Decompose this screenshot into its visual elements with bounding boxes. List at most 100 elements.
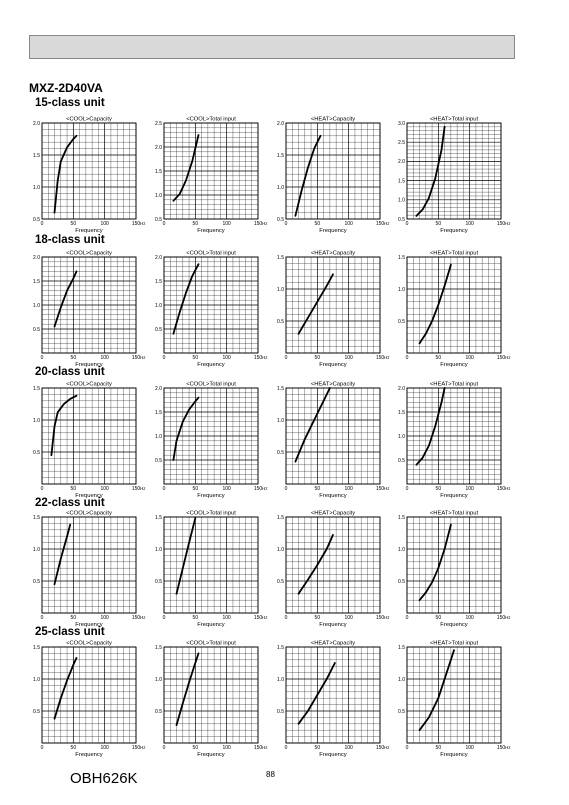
x-tick-label: 50 (436, 745, 442, 751)
x-tick-label: 50 (315, 486, 321, 492)
x-tick-label: 100 (222, 221, 231, 227)
x-tick-label: 0 (41, 486, 44, 492)
chart-title: <HEAT>Total input (430, 382, 479, 388)
x-unit-label: Hz (384, 745, 390, 750)
y-tick-label: 1.0 (277, 185, 284, 191)
x-tick-label: 150 (254, 745, 263, 751)
x-axis-label: Frequency (319, 752, 346, 758)
x-tick-label: 150 (132, 486, 141, 492)
plot-frame (163, 122, 259, 220)
y-tick-label: 2.0 (277, 121, 284, 127)
x-tick-label: 0 (163, 615, 166, 621)
y-tick-label: 1.0 (155, 303, 162, 309)
y-tick-label: 1.0 (33, 303, 40, 309)
chart-title: <HEAT>Capacity (311, 641, 355, 647)
x-tick-label: 50 (315, 355, 321, 361)
x-tick-label: 50 (193, 745, 199, 751)
y-tick-label: 1.0 (398, 677, 405, 683)
y-tick-label: 0.5 (33, 327, 40, 333)
y-tick-label: 1.5 (277, 386, 284, 392)
x-axis-label: Frequency (197, 622, 224, 628)
y-tick-label: 0.5 (155, 217, 162, 223)
x-tick-label: 0 (41, 745, 44, 751)
x-tick-label: 100 (100, 486, 109, 492)
x-tick-label: 150 (132, 745, 141, 751)
chart-20: <HEAT>Total input 0 50 100 150 Hz 0.5 1.0 1.5 Fre… (398, 641, 511, 759)
series-line (172, 396, 200, 461)
series-line (53, 134, 78, 214)
plot-frame (41, 256, 137, 354)
x-tick-label: 100 (222, 486, 231, 492)
x-tick-label: 100 (222, 615, 231, 621)
x-axis-label: Frequency (440, 362, 467, 368)
chart-title: <COOL>Capacity (66, 117, 112, 123)
x-tick-label: 150 (497, 615, 506, 621)
x-tick-label: 150 (254, 615, 263, 621)
x-axis-label: Frequency (440, 228, 467, 234)
y-tick-label: 2.5 (398, 140, 405, 146)
chart-title: <COOL>Capacity (66, 511, 112, 517)
x-axis-label: Frequency (197, 362, 224, 368)
series-line (294, 134, 322, 217)
y-tick-label: 0.5 (155, 458, 162, 464)
chart-10: <COOL>Total input 0 50 100 150 Hz 0.5 1.0 1.5 2.0… (155, 382, 268, 500)
page-number: 88 (266, 770, 275, 779)
x-tick-label: 100 (465, 615, 474, 621)
x-tick-label: 0 (163, 745, 166, 751)
x-unit-label: Hz (262, 221, 268, 226)
x-tick-label: 50 (71, 355, 77, 361)
x-tick-label: 0 (406, 745, 409, 751)
chart-18: <COOL>Total input 0 50 100 150 Hz 0.5 1.0 1.5 Fre… (155, 641, 268, 759)
plot-frame (163, 646, 259, 744)
x-unit-label: Hz (140, 486, 146, 491)
section-label-18-class: 18-class unit (35, 234, 105, 246)
series-line (418, 523, 452, 602)
y-tick-label: 1.5 (277, 645, 284, 651)
chart-title: <COOL>Total input (186, 511, 236, 517)
x-unit-label: Hz (262, 486, 268, 491)
x-tick-label: 150 (497, 221, 506, 227)
plot-frame (163, 387, 259, 485)
chart-7: <HEAT>Capacity 0 50 100 150 Hz 0.5 1.0 1.5 Freque… (277, 251, 390, 369)
section-label-25-class: 25-class unit (35, 626, 105, 638)
chart-11: <HEAT>Capacity 0 50 100 150 Hz 0.5 1.0 1.5 Freque… (277, 382, 390, 500)
x-tick-label: 150 (132, 615, 141, 621)
x-tick-label: 0 (406, 221, 409, 227)
y-tick-label: 1.0 (155, 547, 162, 553)
y-tick-label: 2.0 (33, 121, 40, 127)
chart-16: <HEAT>Total input 0 50 100 150 Hz 0.5 1.0 1.5 Fre… (398, 511, 511, 629)
y-tick-label: 1.5 (33, 153, 40, 159)
x-tick-label: 150 (132, 355, 141, 361)
plot-frame (406, 256, 502, 354)
series-line (53, 270, 78, 328)
x-tick-label: 0 (406, 615, 409, 621)
x-axis-label: Frequency (75, 228, 102, 234)
x-tick-label: 50 (71, 615, 77, 621)
series-line (415, 125, 446, 217)
y-tick-label: 0.5 (398, 319, 405, 325)
y-tick-label: 2.0 (398, 159, 405, 165)
y-tick-label: 1.5 (33, 515, 40, 521)
y-tick-label: 1.0 (33, 418, 40, 424)
x-tick-label: 100 (344, 745, 353, 751)
section-label-20-class: 20-class unit (35, 366, 105, 378)
chart-title: <HEAT>Capacity (311, 382, 355, 388)
x-tick-label: 150 (376, 355, 385, 361)
x-tick-label: 100 (465, 486, 474, 492)
x-tick-label: 50 (71, 745, 77, 751)
chart-12: <HEAT>Total input 0 50 100 150 Hz 0.5 1.0 1.5 2.0… (398, 382, 511, 500)
chart-title: <HEAT>Total input (430, 641, 479, 647)
chart-title: <COOL>Capacity (66, 251, 112, 257)
series-line (172, 263, 200, 335)
series-line (297, 534, 334, 595)
plot-frame (41, 516, 137, 614)
x-tick-label: 100 (222, 745, 231, 751)
chart-9: <COOL>Capacity 0 50 100 150 Hz 0.5 1.0 1.5 Freque… (33, 382, 146, 500)
x-unit-label: Hz (140, 355, 146, 360)
y-tick-label: 2.0 (398, 386, 405, 392)
y-tick-label: 0.5 (398, 217, 405, 223)
x-tick-label: 150 (376, 745, 385, 751)
chart-17: <COOL>Capacity 0 50 100 150 Hz 0.5 1.0 1.5 Freque… (33, 641, 146, 759)
y-tick-label: 0.5 (398, 709, 405, 715)
